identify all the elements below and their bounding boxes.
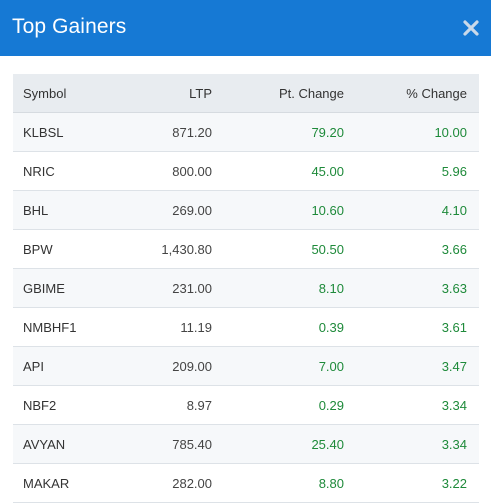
cell-symbol: API bbox=[23, 358, 44, 374]
close-button[interactable] bbox=[459, 14, 483, 42]
table-row[interactable]: NMBHF1 11.19 0.39 3.61 bbox=[13, 308, 479, 347]
cell-symbol: NMBHF1 bbox=[23, 319, 77, 335]
cell-ltp: 785.40 bbox=[172, 436, 212, 452]
table-row[interactable]: MAKAR 282.00 8.80 3.22 bbox=[13, 464, 479, 503]
cell-pt-change: 0.39 bbox=[318, 319, 344, 335]
column-header-pct-change[interactable]: % Change bbox=[406, 85, 467, 101]
cell-ltp: 1,430.80 bbox=[161, 241, 212, 257]
cell-ltp: 8.97 bbox=[186, 397, 212, 413]
cell-ltp: 269.00 bbox=[172, 202, 212, 218]
cell-pct-change: 5.96 bbox=[441, 163, 467, 179]
column-header-ltp[interactable]: LTP bbox=[189, 85, 212, 101]
table-row[interactable]: KLBSL 871.20 79.20 10.00 bbox=[13, 113, 479, 152]
close-icon bbox=[463, 20, 479, 36]
column-header-pt-change[interactable]: Pt. Change bbox=[278, 85, 344, 101]
table-row[interactable]: BHL 269.00 10.60 4.10 bbox=[13, 191, 479, 230]
cell-ltp: 231.00 bbox=[172, 280, 212, 296]
cell-symbol: BHL bbox=[23, 202, 49, 218]
modal-title: Top Gainers bbox=[12, 15, 127, 38]
cell-ltp: 871.20 bbox=[172, 124, 212, 140]
cell-symbol: NBF2 bbox=[23, 397, 57, 413]
cell-ltp: 282.00 bbox=[172, 475, 212, 491]
cell-pct-change: 3.47 bbox=[441, 358, 467, 374]
cell-pct-change: 4.10 bbox=[441, 202, 467, 218]
cell-pct-change: 3.34 bbox=[441, 436, 467, 452]
cell-ltp: 800.00 bbox=[172, 163, 212, 179]
cell-pt-change: 8.10 bbox=[318, 280, 344, 296]
top-gainers-table: Symbol LTP Pt. Change % Change KLBSL 871.… bbox=[13, 74, 479, 503]
cell-pct-change: 3.66 bbox=[441, 241, 467, 257]
cell-pt-change: 10.60 bbox=[311, 202, 344, 218]
cell-ltp: 209.00 bbox=[172, 358, 212, 374]
cell-pct-change: 3.34 bbox=[441, 397, 467, 413]
cell-symbol: AVYAN bbox=[23, 436, 66, 452]
table-row[interactable]: BPW 1,430.80 50.50 3.66 bbox=[13, 230, 479, 269]
cell-pt-change: 8.80 bbox=[318, 475, 344, 491]
cell-pct-change: 3.22 bbox=[441, 475, 467, 491]
column-header-symbol[interactable]: Symbol bbox=[23, 85, 67, 101]
cell-pt-change: 50.50 bbox=[311, 241, 344, 257]
cell-ltp: 11.19 bbox=[180, 319, 212, 335]
cell-pt-change: 7.00 bbox=[318, 358, 344, 374]
cell-pt-change: 0.29 bbox=[318, 397, 344, 413]
cell-pct-change: 10.00 bbox=[434, 124, 467, 140]
cell-symbol: KLBSL bbox=[23, 124, 64, 140]
cell-symbol: BPW bbox=[23, 241, 53, 257]
cell-pt-change: 79.20 bbox=[311, 124, 344, 140]
table-row[interactable]: NRIC 800.00 45.00 5.96 bbox=[13, 152, 479, 191]
table-header-row: Symbol LTP Pt. Change % Change bbox=[13, 74, 479, 113]
table-row[interactable]: AVYAN 785.40 25.40 3.34 bbox=[13, 425, 479, 464]
cell-pt-change: 45.00 bbox=[311, 163, 344, 179]
cell-symbol: NRIC bbox=[23, 163, 55, 179]
table-row[interactable]: GBIME 231.00 8.10 3.63 bbox=[13, 269, 479, 308]
cell-pct-change: 3.61 bbox=[441, 319, 467, 335]
cell-symbol: GBIME bbox=[23, 280, 65, 296]
modal-header: Top Gainers bbox=[0, 0, 491, 56]
table-row[interactable]: API 209.00 7.00 3.47 bbox=[13, 347, 479, 386]
cell-pct-change: 3.63 bbox=[441, 280, 467, 296]
cell-pt-change: 25.40 bbox=[311, 436, 344, 452]
table-row[interactable]: NBF2 8.97 0.29 3.34 bbox=[13, 386, 479, 425]
cell-symbol: MAKAR bbox=[23, 475, 70, 491]
